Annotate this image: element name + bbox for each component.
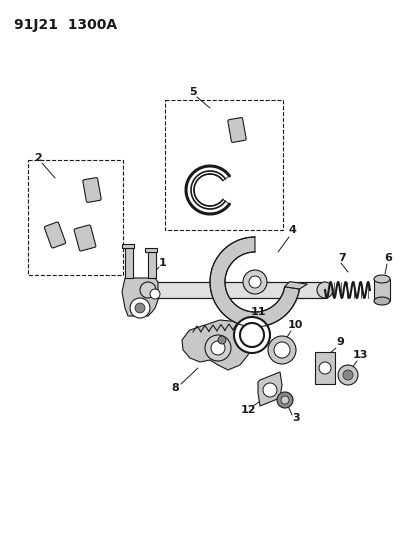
Circle shape — [135, 303, 145, 313]
Text: 5: 5 — [189, 87, 196, 97]
Text: 1: 1 — [159, 258, 166, 268]
Polygon shape — [257, 372, 281, 406]
Text: 10: 10 — [287, 320, 302, 330]
FancyBboxPatch shape — [44, 222, 65, 248]
Circle shape — [233, 317, 269, 353]
Polygon shape — [147, 282, 324, 298]
Circle shape — [242, 270, 266, 294]
Circle shape — [240, 323, 263, 347]
Polygon shape — [122, 244, 134, 248]
Polygon shape — [284, 282, 307, 289]
Circle shape — [267, 336, 295, 364]
Circle shape — [140, 282, 156, 298]
Text: 3: 3 — [292, 413, 299, 423]
Circle shape — [240, 323, 263, 347]
Polygon shape — [125, 248, 133, 278]
Bar — [28, 160, 123, 275]
Text: 11: 11 — [249, 307, 265, 317]
Circle shape — [280, 396, 288, 404]
Text: 4: 4 — [287, 225, 295, 235]
Circle shape — [276, 392, 292, 408]
Circle shape — [211, 341, 224, 355]
Circle shape — [150, 289, 159, 299]
Bar — [165, 100, 282, 230]
Ellipse shape — [373, 297, 389, 305]
Text: 13: 13 — [351, 350, 367, 360]
Text: 6: 6 — [383, 253, 391, 263]
Circle shape — [218, 336, 225, 344]
Text: 7: 7 — [337, 253, 345, 263]
FancyBboxPatch shape — [227, 118, 246, 142]
Polygon shape — [122, 278, 158, 316]
Polygon shape — [185, 166, 229, 214]
Circle shape — [130, 298, 150, 318]
Circle shape — [262, 383, 276, 397]
Text: 8: 8 — [171, 383, 178, 393]
FancyBboxPatch shape — [83, 177, 101, 203]
Text: 12: 12 — [240, 405, 255, 415]
Circle shape — [204, 335, 230, 361]
Circle shape — [316, 282, 332, 298]
Polygon shape — [145, 248, 157, 252]
Circle shape — [233, 317, 269, 353]
Circle shape — [318, 362, 330, 374]
Text: 2: 2 — [34, 153, 42, 163]
Ellipse shape — [373, 275, 389, 283]
Circle shape — [337, 365, 357, 385]
Text: 91J21  1300A: 91J21 1300A — [14, 18, 117, 32]
Polygon shape — [147, 252, 156, 278]
FancyBboxPatch shape — [74, 225, 96, 251]
Bar — [314, 352, 334, 384]
Circle shape — [248, 276, 260, 288]
Circle shape — [273, 342, 289, 358]
Polygon shape — [182, 320, 252, 370]
Bar — [373, 279, 389, 301]
Text: 9: 9 — [335, 337, 343, 347]
Circle shape — [342, 370, 352, 380]
Polygon shape — [209, 237, 299, 327]
